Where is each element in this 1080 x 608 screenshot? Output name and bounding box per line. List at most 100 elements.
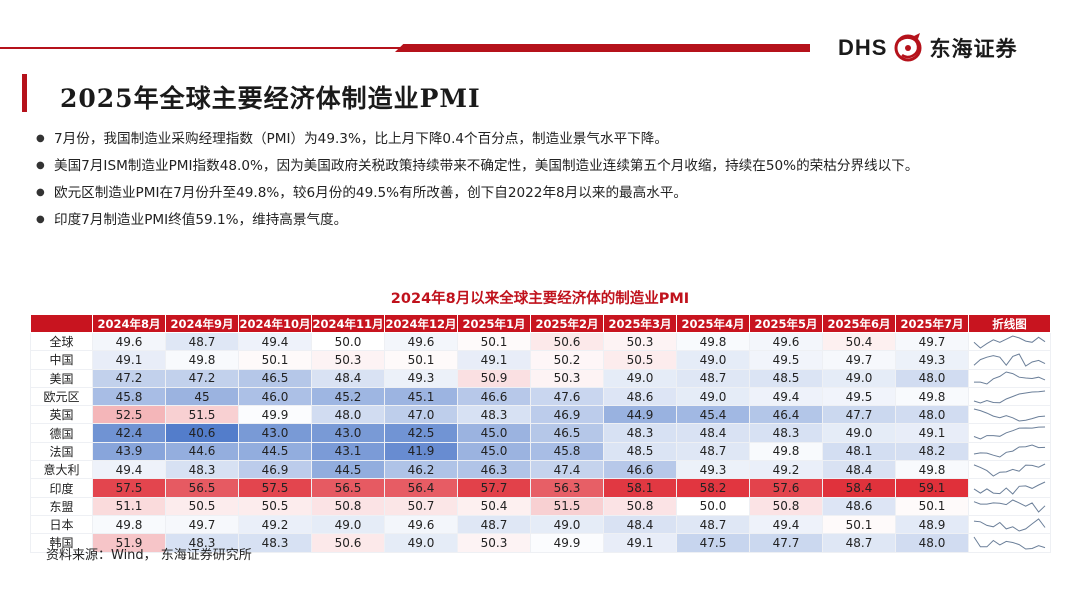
heatmap-cell: 40.6 (165, 423, 239, 443)
row-label: 韩国 (30, 533, 93, 553)
heatmap-cell: 47.0 (384, 405, 458, 425)
heatmap-cell: 45.8 (92, 386, 166, 407)
heatmap-cell: 50.6 (311, 533, 385, 553)
row-label: 日本 (30, 514, 93, 535)
heatmap-cell: 46.9 (530, 405, 604, 425)
heatmap-cell: 49.0 (676, 350, 750, 370)
heatmap-cell: 46.9 (238, 460, 312, 480)
heatmap-cell: 49.6 (92, 331, 166, 352)
row-label: 英国 (30, 405, 93, 425)
heatmap-cell: 50.5 (238, 496, 312, 516)
sparkline-cell (968, 514, 1051, 535)
heatmap-cell: 50.4 (822, 331, 896, 352)
heatmap-cell: 48.4 (311, 368, 385, 388)
table-row: 法国 43.9 44.6 44.5 43.1 41.9 45.0 45.8 48.5 48.7 49… (30, 441, 1051, 462)
dragon-logo-icon (894, 33, 922, 62)
sparkline (973, 335, 1046, 349)
heatmap-cell: 50.3 (603, 331, 677, 352)
heatmap-cell: 49.8 (165, 350, 239, 370)
heatmap-cell: 48.0 (895, 368, 969, 388)
heatmap-cell: 45.1 (384, 386, 458, 407)
heatmap-cell: 56.4 (384, 478, 458, 498)
bullet-item: 7月份，我国制造业采购经理指数（PMI）为49.3%，比上月下降0.4个百分点，… (36, 128, 1046, 150)
heatmap-cell: 49.0 (311, 514, 385, 535)
heatmap-cell: 49.4 (92, 460, 166, 480)
sparkline-cell (968, 533, 1051, 553)
row-label: 全球 (30, 331, 93, 352)
heatmap-cell: 48.4 (676, 423, 750, 443)
heatmap-cell: 42.4 (92, 423, 166, 443)
heatmap-cell: 41.9 (384, 441, 458, 462)
heatmap-cell: 50.1 (822, 514, 896, 535)
heatmap-cell: 49.3 (895, 350, 969, 370)
heatmap-cell: 49.4 (749, 514, 823, 535)
title-accent (22, 74, 27, 112)
heatmap-cell: 49.0 (676, 386, 750, 407)
heatmap-cell: 48.3 (165, 533, 239, 553)
company-logo: DHS 东海证券 (838, 30, 1017, 66)
heatmap-cell: 49.7 (822, 350, 896, 370)
sparkline (973, 517, 1046, 532)
heatmap-cell: 59.1 (895, 478, 969, 498)
sparkline (973, 499, 1046, 514)
sparkline-cell (968, 460, 1051, 480)
heatmap-cell: 50.8 (749, 496, 823, 516)
heatmap-cell: 48.7 (676, 441, 750, 462)
heatmap-cell: 45.0 (457, 441, 531, 462)
heatmap-cell: 45 (165, 386, 239, 407)
heatmap-cell: 50.7 (384, 496, 458, 516)
heatmap-cell: 49.1 (457, 350, 531, 370)
heatmap-cell: 50.1 (895, 496, 969, 516)
sparkline (973, 390, 1046, 404)
heatmap-cell: 48.0 (895, 405, 969, 425)
column-header: 2025年5月 (749, 314, 823, 333)
sparkline-cell (968, 496, 1051, 516)
heatmap-cell: 50.0 (676, 496, 750, 516)
heatmap-cell: 48.4 (603, 514, 677, 535)
sparkline-line (973, 517, 1046, 532)
table-header-row: 2024年8月 2024年9月 2024年10月 2024年11月 2024年12月 20… (30, 314, 1051, 333)
heatmap-cell: 50.3 (311, 350, 385, 370)
table-row: 美国 47.2 47.2 46.5 48.4 49.3 50.9 50.3 49.0 48.7 48… (30, 368, 1051, 388)
heatmap-cell: 48.7 (457, 514, 531, 535)
column-header: 2024年12月 (384, 314, 458, 333)
row-label: 中国 (30, 350, 93, 370)
heatmap-cell: 48.3 (238, 533, 312, 553)
sparkline-line (973, 463, 1046, 477)
sparkline (973, 353, 1046, 367)
sparkline (973, 444, 1046, 458)
heatmap-cell: 47.5 (676, 533, 750, 553)
sparkline-cell (968, 331, 1051, 352)
heatmap-cell: 50.6 (530, 331, 604, 352)
table-row: 德国 42.4 40.6 43.0 43.0 42.5 45.0 46.5 48.3 48.4 48… (30, 423, 1051, 443)
heatmap-cell: 47.2 (165, 368, 239, 388)
heatmap-cell: 48.4 (822, 460, 896, 480)
heatmap-cell: 45.0 (457, 423, 531, 443)
column-header: 2025年2月 (530, 314, 604, 333)
heatmap-cell: 51.1 (92, 496, 166, 516)
heatmap-cell: 46.6 (603, 460, 677, 480)
heatmap-cell: 49.6 (749, 331, 823, 352)
heatmap-cell: 47.4 (530, 460, 604, 480)
heatmap-cell: 48.5 (749, 368, 823, 388)
heatmap-cell: 46.5 (238, 368, 312, 388)
table-row: 印度 57.5 56.5 57.5 56.5 56.4 57.7 56.3 58.1 58.2 57… (30, 478, 1051, 498)
row-label: 德国 (30, 423, 93, 443)
heatmap-cell: 49.3 (676, 460, 750, 480)
sparkline-line (973, 444, 1046, 458)
heatmap-cell: 43.0 (238, 423, 312, 443)
heatmap-cell: 49.6 (384, 514, 458, 535)
sparkline-line (973, 481, 1046, 495)
heatmap-cell: 49.0 (822, 368, 896, 388)
heatmap-cell: 50.5 (603, 350, 677, 370)
column-header: 2024年11月 (311, 314, 385, 333)
heatmap-cell: 57.7 (457, 478, 531, 498)
heatmap-cell: 48.7 (676, 368, 750, 388)
sparkline-cell (968, 423, 1051, 443)
heatmap-cell: 45.8 (530, 441, 604, 462)
heatmap-cell: 51.5 (530, 496, 604, 516)
sparkline-cell (968, 368, 1051, 388)
heatmap-cell: 48.6 (822, 496, 896, 516)
sparkline (973, 463, 1046, 477)
heatmap-cell: 47.7 (749, 533, 823, 553)
